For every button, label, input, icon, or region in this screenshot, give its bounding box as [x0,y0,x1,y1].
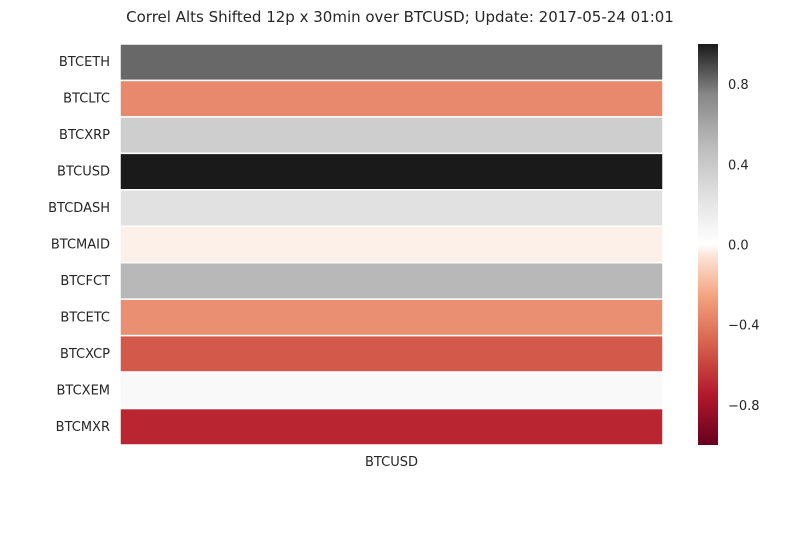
colorbar-tick-label: 0.0 [728,239,749,254]
colorbar-tick-label: 0.4 [728,158,749,173]
colorbar [698,44,718,445]
heatmap-cell-btceth [119,43,664,82]
row-label-btcltc: BTCLTC [63,92,110,107]
row-label-btcxrp: BTCXRP [59,128,110,143]
column-label-btcusd: BTCUSD [365,455,418,470]
row-labels: BTCETH BTCLTC BTCXRP BTCUSD BTCDASH BTCMAID BT… [48,55,110,435]
colorbar-ticks: 0.8 0.4 0.0 −0.4 −0.8 [728,78,760,414]
row-label-btcmaid: BTCMAID [51,238,110,253]
row-label-btcdash: BTCDASH [48,201,110,216]
row-label-btcfct: BTCFCT [60,274,110,289]
heatmap-cell-btcxcp [119,334,664,373]
column-labels: BTCUSD [365,455,418,470]
chart-title: Correl Alts Shifted 12p x 30min over BTC… [126,8,674,26]
heatmap-cell-btcusd [119,152,664,191]
heatmap-cell-btcmaid [119,225,664,264]
heatmap-cell-btcmxr [119,407,664,446]
heatmap-cell-btcdash [119,189,664,228]
heatmap-cell-btcxrp [119,116,664,155]
heatmap-cell-btcetc [119,298,664,337]
row-label-btcmxr: BTCMXR [56,420,110,435]
row-label-btcusd: BTCUSD [57,165,110,180]
heatmap-cells [119,43,664,446]
colorbar-tick-label: −0.4 [728,319,760,334]
row-label-btceth: BTCETH [59,55,110,70]
row-label-btcxcp: BTCXCP [60,347,110,362]
heatmap-cell-btcfct [119,261,664,300]
colorbar-tick-label: −0.8 [728,399,760,414]
colorbar-tick-label: 0.8 [728,78,749,93]
heatmap-cell-btcxem [119,371,664,410]
row-label-btcxem: BTCXEM [56,383,110,398]
row-label-btcetc: BTCETC [60,310,110,325]
heatmap-cell-btcltc [119,79,664,118]
